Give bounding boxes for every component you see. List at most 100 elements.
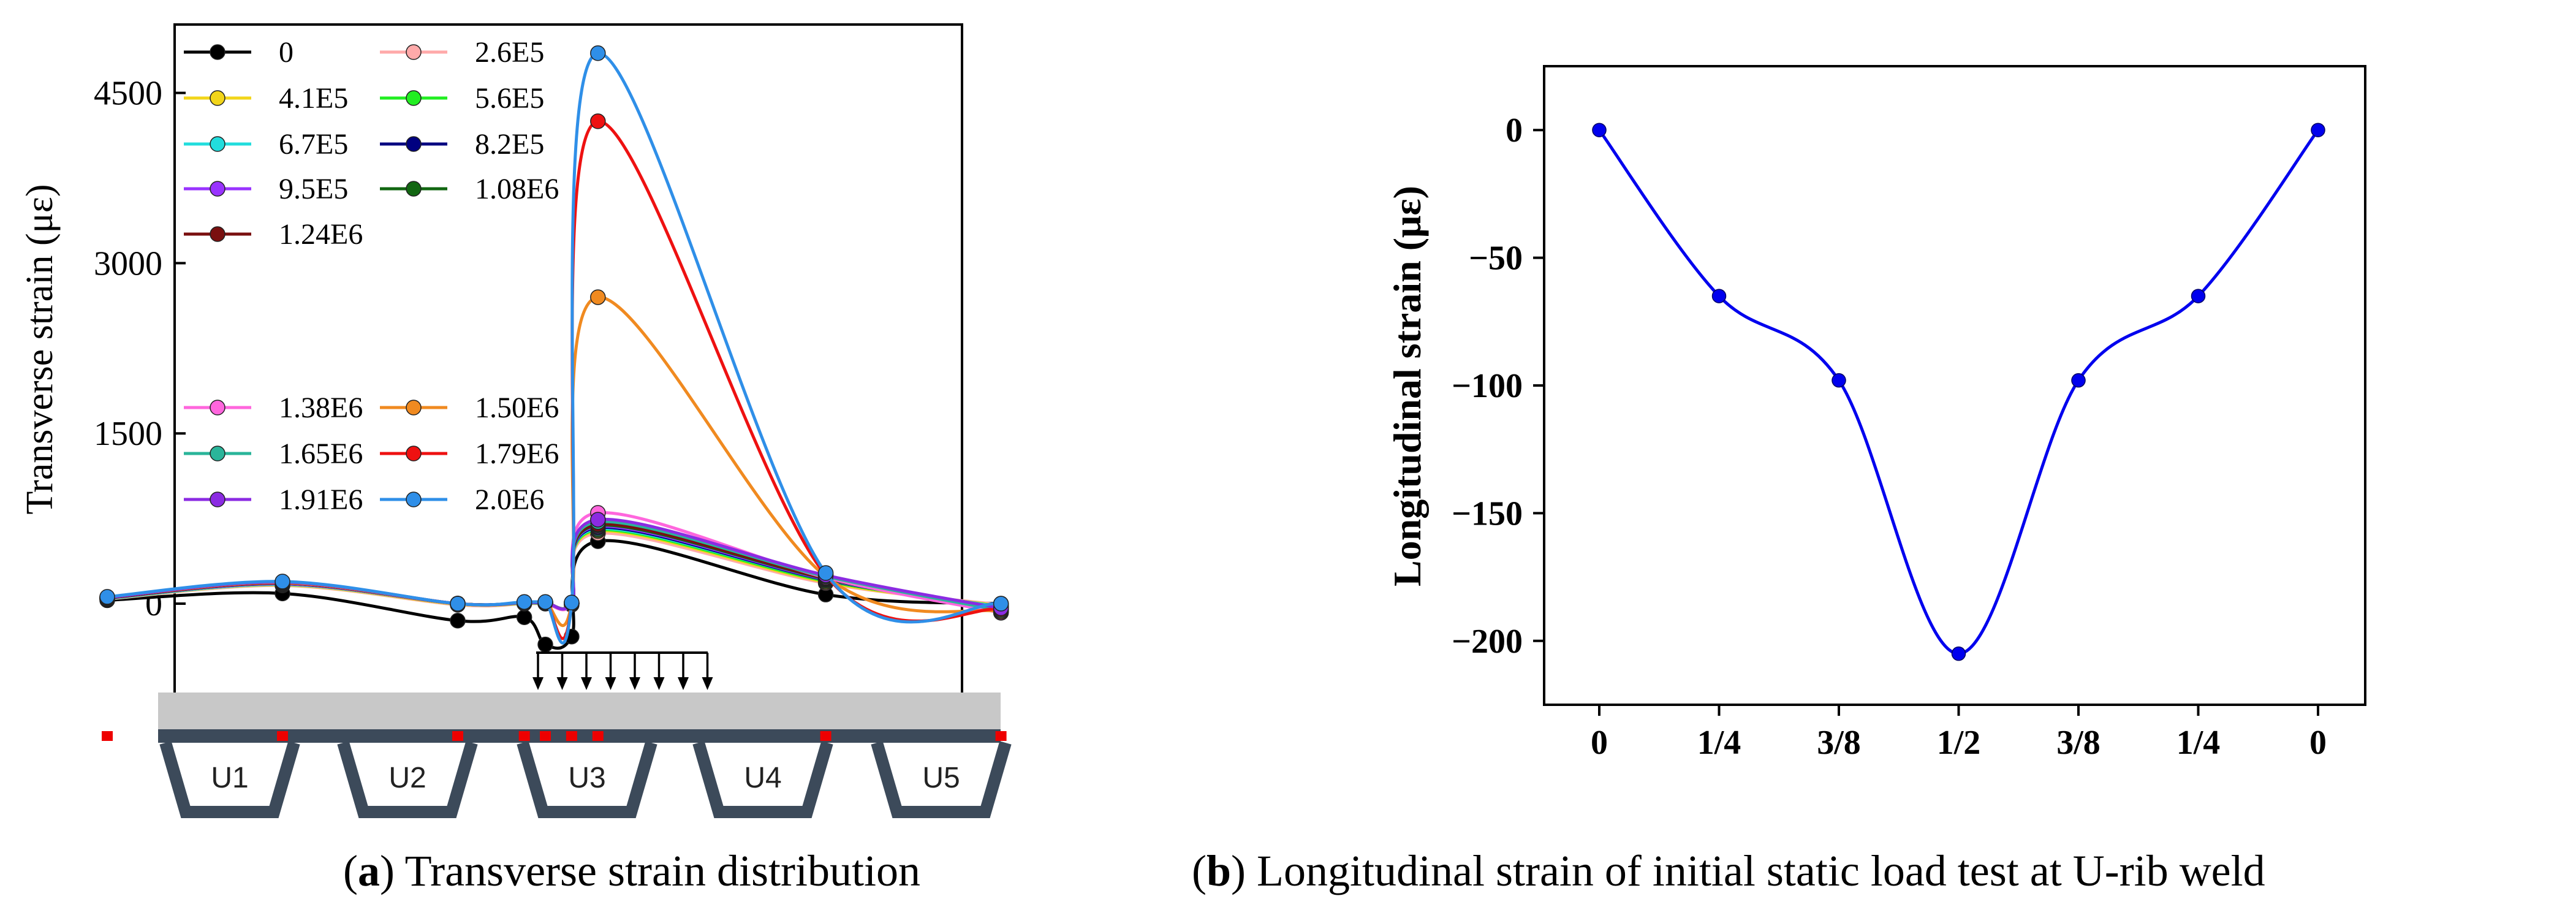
panel-a-data-point [99, 589, 115, 605]
u-rib: U2 [337, 741, 478, 818]
legend-item: 1.38E6 [184, 392, 363, 424]
panel-a-data-point [450, 613, 466, 629]
u-rib-shape [159, 741, 300, 818]
panel-a-series-line [107, 523, 1002, 612]
load-arrow-head [605, 677, 616, 690]
legend-item: 9.5E5 [184, 173, 348, 205]
panel-b-x-tick-label: 0 [1591, 724, 1608, 762]
panel-b-data-point [1951, 646, 1966, 661]
bridge-deck-diagram: U1 U2 U3 U4 U5 [102, 693, 1012, 818]
panel-a-data-point [516, 609, 532, 625]
u-rib: U4 [692, 741, 833, 818]
panel-a-data-point [993, 596, 1009, 612]
panel-b-data-point [2071, 373, 2086, 388]
load-arrow-head [581, 677, 592, 690]
strain-gauge-marker [277, 731, 288, 741]
strain-gauges [102, 731, 1007, 741]
panel-a-transverse-strain-chart: 0 1500 3000 4500 Transverse strain (με) 0 2.… [19, 23, 1012, 895]
u-rib: U3 [517, 741, 657, 818]
legend-swatch-marker [210, 90, 225, 106]
u-ribs: U1 U2 U3 U4 U5 [159, 741, 1012, 818]
legend-swatch-marker [210, 491, 225, 507]
panel-a-data-point [537, 594, 553, 610]
legend-label: 1.38E6 [279, 392, 363, 424]
legend-item: 1.50E6 [380, 392, 559, 424]
panel-a-y-tick-label: 3000 [94, 245, 162, 283]
panel-b-y-tick-label: −150 [1452, 495, 1523, 533]
panel-a-data-point [564, 594, 580, 610]
u-rib-label: U2 [388, 762, 426, 794]
load-arrows [532, 651, 713, 690]
legend-item: 6.7E5 [184, 128, 348, 161]
legend-item: 8.2E5 [380, 128, 544, 161]
load-arrow-head [629, 677, 640, 690]
legend-swatch-marker [406, 136, 422, 152]
panel-a-series-line [107, 526, 1001, 611]
panel-b-y-tick-label: −100 [1452, 367, 1523, 405]
legend-label: 9.5E5 [279, 173, 348, 205]
panel-a-y-axis-label: Transverse strain (με) [19, 184, 61, 514]
panel-a-series [99, 45, 1009, 645]
panel-a-series-lines [99, 45, 1009, 653]
panel-a-legend: 0 2.6E5 4.1E5 5.6E5 6.7E5 8.2E5 9.5E5 1.08E6 1.2… [184, 36, 559, 516]
legend-label: 2.0E6 [475, 484, 544, 516]
panel-b-series-line [1592, 123, 2325, 661]
legend-item: 2.0E6 [380, 484, 544, 516]
legend-label: 6.7E5 [279, 128, 348, 161]
panel-a-series-line [107, 539, 1001, 650]
u-rib: U5 [871, 741, 1012, 818]
legend-swatch-marker [406, 44, 422, 60]
panel-b-y-ticks: 0 −50 −100 −150 −200 [1452, 112, 1544, 661]
panel-a-caption: (a) Transverse strain distribution [343, 846, 920, 895]
legend-label: 2.6E5 [475, 36, 544, 69]
legend-swatch-marker [210, 136, 225, 152]
legend-swatch-marker [406, 181, 422, 197]
panel-a-data-point [450, 596, 466, 612]
panel-b-plot-frame [1543, 65, 2366, 706]
panel-b-data-point [2191, 289, 2206, 303]
panel-b-longitudinal-strain-chart: 0 −50 −100 −150 −200 0 1/4 3/8 1/2 3/8 1/4 0 Longi… [1192, 65, 2366, 895]
legend-label: 1.79E6 [475, 438, 559, 470]
strain-gauge-marker [452, 731, 463, 741]
panel-a-y-tick-label: 4500 [94, 75, 162, 113]
legend-label: 1.50E6 [475, 392, 559, 424]
u-rib-label: U1 [211, 762, 248, 794]
legend-label: 8.2E5 [475, 128, 544, 161]
panel-a-data-point [590, 512, 606, 528]
strain-gauge-marker [566, 731, 577, 741]
panel-b-y-tick-label: 0 [1506, 112, 1523, 150]
panel-a-series-line [107, 525, 1002, 611]
legend-item: 1.65E6 [184, 438, 363, 470]
panel-a-series [99, 516, 1009, 620]
legend-swatch-marker [406, 446, 422, 461]
legend-label: 5.6E5 [475, 82, 544, 115]
u-rib-shape [517, 741, 657, 818]
panel-a-series-line [107, 528, 1001, 610]
panel-b-x-ticks: 0 1/4 3/8 1/2 3/8 1/4 0 [1591, 705, 2327, 762]
u-rib-label: U3 [568, 762, 605, 794]
u-rib-label: U4 [744, 762, 781, 794]
panel-b-data-point [1832, 373, 1846, 388]
panel-a-data-point [590, 45, 606, 61]
panel-b-y-tick-label: −200 [1452, 623, 1523, 661]
panel-b-x-tick-label: 3/8 [1817, 724, 1861, 762]
deck-plate [158, 693, 1001, 729]
strain-gauge-marker [518, 731, 530, 741]
legend-item: 1.24E6 [184, 218, 363, 251]
load-arrow-head [556, 677, 568, 690]
u-rib-shape [337, 741, 478, 818]
panel-b-y-axis-label: Longitudinal strain (με) [1385, 186, 1429, 586]
u-rib-shape [871, 741, 1012, 818]
load-arrow-head [653, 677, 665, 690]
deck-steel-plate [158, 729, 1001, 743]
legend-label: 1.91E6 [279, 484, 363, 516]
u-rib-label: U5 [922, 762, 960, 794]
panel-a-series-line [107, 526, 1001, 611]
legend-label: 0 [279, 36, 294, 69]
panel-b-data-point [1711, 289, 1727, 303]
strain-gauge-marker [540, 731, 551, 741]
legend-swatch-marker [406, 90, 422, 106]
panel-b-x-tick-label: 1/4 [1697, 724, 1741, 762]
panel-b-x-tick-label: 1/4 [2176, 724, 2221, 762]
